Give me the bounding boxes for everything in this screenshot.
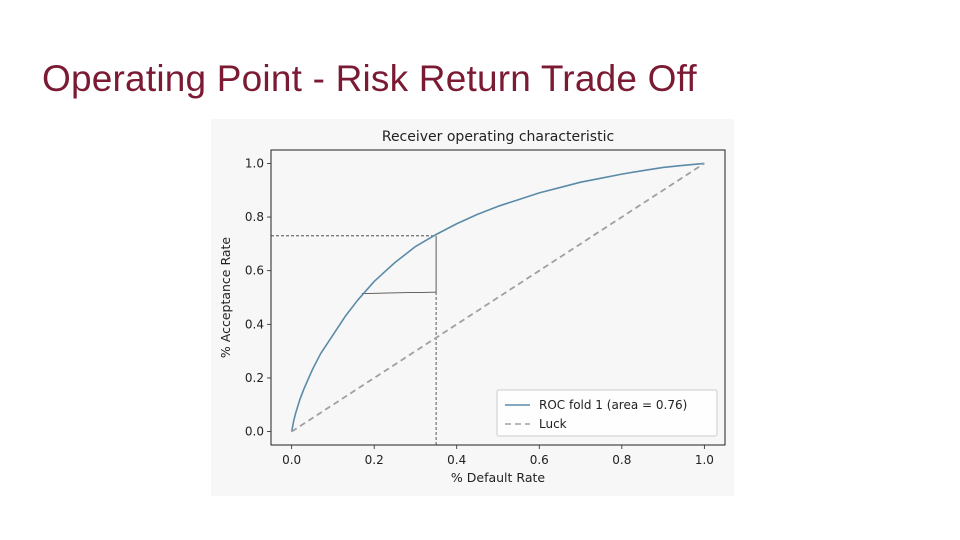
roc-chart: Receiver operating characteristic 0.0 0.2… bbox=[218, 129, 726, 485]
y-tick-label: 0.4 bbox=[245, 317, 264, 331]
axis-ticks: 0.0 0.2 0.4 0.6 0.8 1.0 0.0 0.2 0.4 0.6 0.8 1.0 bbox=[245, 156, 714, 467]
x-tick-label: 0.8 bbox=[612, 453, 631, 467]
luck-diagonal-line bbox=[291, 162, 705, 433]
x-tick-label: 1.0 bbox=[695, 453, 714, 467]
y-tick-label: 1.0 bbox=[245, 156, 264, 170]
x-tick-label: 0.2 bbox=[365, 453, 384, 467]
plot-frame bbox=[270, 149, 726, 446]
y-tick-label: 0.2 bbox=[245, 371, 264, 385]
x-tick-label: 0.4 bbox=[447, 453, 466, 467]
chart-title: Receiver operating characteristic bbox=[382, 129, 614, 145]
x-tick-label: 0.6 bbox=[530, 453, 549, 467]
roc-curve-line bbox=[290, 162, 705, 432]
y-axis-title: % Acceptance Rate bbox=[218, 237, 233, 359]
legend-box bbox=[496, 389, 718, 437]
legend-label-roc: ROC fold 1 (area = 0.76) bbox=[539, 398, 687, 412]
operating-point-line-3 bbox=[361, 291, 437, 294]
x-axis-title: % Default Rate bbox=[451, 470, 545, 485]
y-tick-label: 0.6 bbox=[245, 264, 264, 278]
slide-title: Operating Point - Risk Return Trade Off bbox=[42, 58, 697, 99]
roc-chart-panel: Receiver operating characteristic 0.0 0.2… bbox=[211, 119, 734, 496]
x-tick-label: 0.0 bbox=[282, 453, 301, 467]
legend: ROC fold 1 (area = 0.76) Luck bbox=[496, 389, 718, 437]
legend-label-luck: Luck bbox=[539, 417, 567, 431]
y-tick-label: 0.8 bbox=[245, 210, 264, 224]
plot-area bbox=[271, 162, 705, 445]
y-tick-label: 0.0 bbox=[245, 425, 264, 439]
